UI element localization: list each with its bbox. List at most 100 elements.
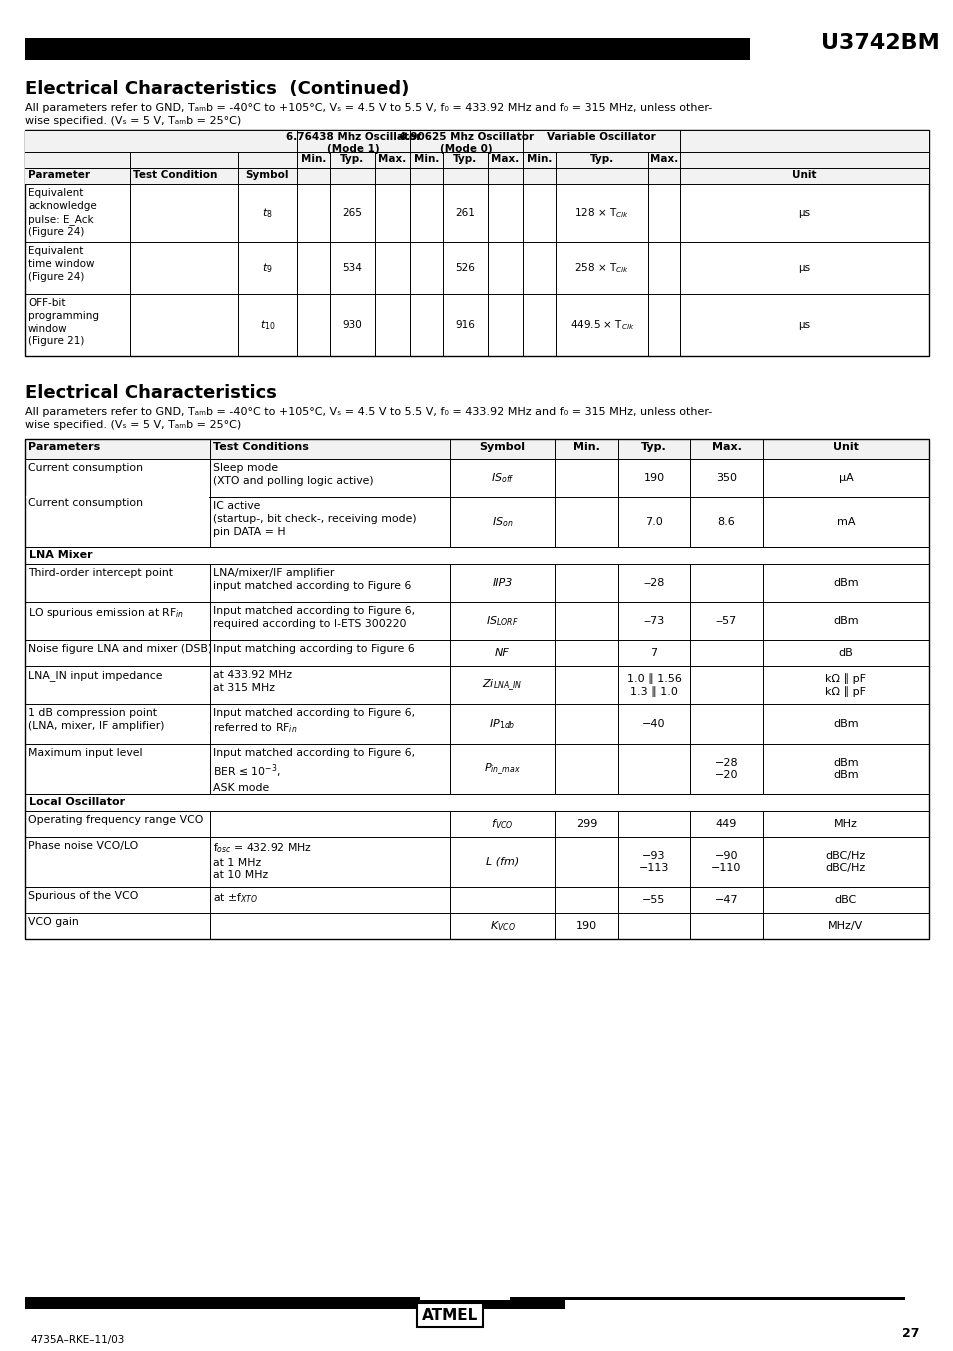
Text: IP$_{1db}$: IP$_{1db}$ xyxy=(489,717,516,731)
Text: 1 dB compression point
(LNA, mixer, IF amplifier): 1 dB compression point (LNA, mixer, IF a… xyxy=(28,708,164,731)
Text: −90
−110: −90 −110 xyxy=(711,851,740,873)
Text: 6.76438 Mhz Oscillator
(Mode 1): 6.76438 Mhz Oscillator (Mode 1) xyxy=(286,132,420,154)
Text: IS$_{off}$: IS$_{off}$ xyxy=(490,471,514,485)
Text: LNA Mixer: LNA Mixer xyxy=(29,550,92,561)
Text: dBC: dBC xyxy=(834,894,856,905)
Text: MHz/V: MHz/V xyxy=(827,921,862,931)
Text: Electrical Characteristics: Electrical Characteristics xyxy=(25,384,276,403)
Text: dBm: dBm xyxy=(832,616,858,626)
Bar xyxy=(25,130,928,357)
Text: ‒28: ‒28 xyxy=(642,578,664,588)
Text: 1.0 ∥ 1.56
1.3 ∥ 1.0: 1.0 ∥ 1.56 1.3 ∥ 1.0 xyxy=(626,673,680,697)
Text: Min.: Min. xyxy=(300,154,326,163)
Text: dBC/Hz
dBC/Hz: dBC/Hz dBC/Hz xyxy=(825,851,865,873)
Bar xyxy=(25,1300,564,1309)
Text: Min.: Min. xyxy=(526,154,552,163)
Text: kΩ ∥ pF
kΩ ∥ pF: kΩ ∥ pF kΩ ∥ pF xyxy=(824,673,865,697)
Text: 27: 27 xyxy=(902,1327,919,1340)
Text: 916: 916 xyxy=(456,320,475,330)
Text: Min.: Min. xyxy=(573,442,599,453)
Text: Typ.: Typ. xyxy=(340,154,364,163)
Text: Noise figure LNA and mixer (DSB): Noise figure LNA and mixer (DSB) xyxy=(28,644,212,654)
Text: Max.: Max. xyxy=(649,154,678,163)
Text: IS$_{on}$: IS$_{on}$ xyxy=(491,515,513,528)
Text: 190: 190 xyxy=(642,473,664,484)
Text: 261: 261 xyxy=(456,208,475,218)
Text: Max.: Max. xyxy=(378,154,406,163)
Bar xyxy=(25,1297,419,1300)
Text: VCO gain: VCO gain xyxy=(28,917,79,927)
Text: Equivalent
acknowledge
pulse: E_Ack
(Figure 24): Equivalent acknowledge pulse: E_Ack (Fig… xyxy=(28,188,96,238)
Text: Max.: Max. xyxy=(491,154,519,163)
Text: −55: −55 xyxy=(641,894,665,905)
Text: Typ.: Typ. xyxy=(589,154,614,163)
Text: Max.: Max. xyxy=(711,442,740,453)
Text: 534: 534 xyxy=(342,263,362,273)
Text: Test Condition: Test Condition xyxy=(132,170,217,180)
Text: Spurious of the VCO: Spurious of the VCO xyxy=(28,892,138,901)
Text: LO spurious emission at RF$_{in}$: LO spurious emission at RF$_{in}$ xyxy=(28,607,184,620)
Bar xyxy=(26,496,209,499)
Text: mA: mA xyxy=(836,517,854,527)
Text: 265: 265 xyxy=(342,208,362,218)
Bar xyxy=(25,794,928,811)
Text: Input matched according to Figure 6,
BER ≤ 10$^{-3}$,
ASK mode: Input matched according to Figure 6, BER… xyxy=(213,748,415,793)
Text: Symbol: Symbol xyxy=(479,442,525,453)
Text: −93
−113: −93 −113 xyxy=(639,851,668,873)
Text: 4.90625 Mhz Oscillator
(Mode 0): 4.90625 Mhz Oscillator (Mode 0) xyxy=(398,132,534,154)
Text: dBm: dBm xyxy=(832,578,858,588)
Text: ‒73: ‒73 xyxy=(642,616,664,626)
Text: Phase noise VCO/LO: Phase noise VCO/LO xyxy=(28,842,138,851)
Text: 190: 190 xyxy=(576,921,597,931)
Text: 930: 930 xyxy=(342,320,362,330)
Text: Third-order intercept point: Third-order intercept point xyxy=(28,567,172,578)
Text: μs: μs xyxy=(798,320,810,330)
Bar xyxy=(25,130,928,153)
Text: 8.6: 8.6 xyxy=(717,517,735,527)
Text: IC active
(startup-, bit check-, receiving mode)
pin DATA = H: IC active (startup-, bit check-, receivi… xyxy=(213,501,416,536)
Bar xyxy=(25,439,928,939)
Text: t$_{10}$: t$_{10}$ xyxy=(259,317,275,332)
Text: Variable Oscillator: Variable Oscillator xyxy=(547,132,655,142)
Text: Typ.: Typ. xyxy=(453,154,477,163)
Text: 526: 526 xyxy=(456,263,475,273)
Bar xyxy=(25,38,749,59)
Text: LNA/mixer/IF amplifier
input matched according to Figure 6: LNA/mixer/IF amplifier input matched acc… xyxy=(213,567,411,590)
Text: Input matched according to Figure 6,
required according to I-ETS 300220: Input matched according to Figure 6, req… xyxy=(213,607,415,628)
Text: 449.5 × T$_{Clk}$: 449.5 × T$_{Clk}$ xyxy=(569,317,634,332)
Text: Local Oscillator: Local Oscillator xyxy=(29,797,125,807)
Text: Equivalent
time window
(Figure 24): Equivalent time window (Figure 24) xyxy=(28,246,94,281)
Text: Symbol: Symbol xyxy=(246,170,289,180)
Text: 7.0: 7.0 xyxy=(644,517,662,527)
Text: −40: −40 xyxy=(641,719,665,730)
Text: NF: NF xyxy=(495,648,509,658)
Bar xyxy=(510,1297,904,1300)
Text: at 433.92 MHz
at 315 MHz: at 433.92 MHz at 315 MHz xyxy=(213,670,292,693)
Text: Test Conditions: Test Conditions xyxy=(213,442,309,453)
Text: 350: 350 xyxy=(716,473,737,484)
Text: IS$_{LORF}$: IS$_{LORF}$ xyxy=(486,615,518,628)
Text: LNA_IN input impedance: LNA_IN input impedance xyxy=(28,670,162,681)
Text: ATMEL: ATMEL xyxy=(421,1308,477,1323)
Text: Input matched according to Figure 6,
referred to RF$_{in}$: Input matched according to Figure 6, ref… xyxy=(213,708,415,735)
Text: Electrical Characteristics  (Continued): Electrical Characteristics (Continued) xyxy=(25,80,409,99)
Text: MHz: MHz xyxy=(833,819,857,830)
Text: 258 × T$_{Clk}$: 258 × T$_{Clk}$ xyxy=(574,261,629,274)
Text: U3742BM: U3742BM xyxy=(821,32,939,53)
Text: Typ.: Typ. xyxy=(640,442,666,453)
Text: Input matching according to Figure 6: Input matching according to Figure 6 xyxy=(213,644,415,654)
Text: t$_8$: t$_8$ xyxy=(262,207,273,220)
Text: Min.: Min. xyxy=(414,154,438,163)
Text: 7: 7 xyxy=(650,648,657,658)
Text: Unit: Unit xyxy=(791,170,816,180)
Text: at ±f$_{XTO}$: at ±f$_{XTO}$ xyxy=(213,892,257,905)
Text: μA: μA xyxy=(838,473,853,484)
Text: f$_{VCO}$: f$_{VCO}$ xyxy=(491,817,514,831)
Text: −47: −47 xyxy=(714,894,738,905)
Text: t$_9$: t$_9$ xyxy=(262,261,273,274)
Text: Parameter: Parameter xyxy=(28,170,90,180)
Text: dBm: dBm xyxy=(832,719,858,730)
Text: μs: μs xyxy=(798,263,810,273)
Text: ‒57: ‒57 xyxy=(715,616,737,626)
Bar xyxy=(25,439,928,459)
